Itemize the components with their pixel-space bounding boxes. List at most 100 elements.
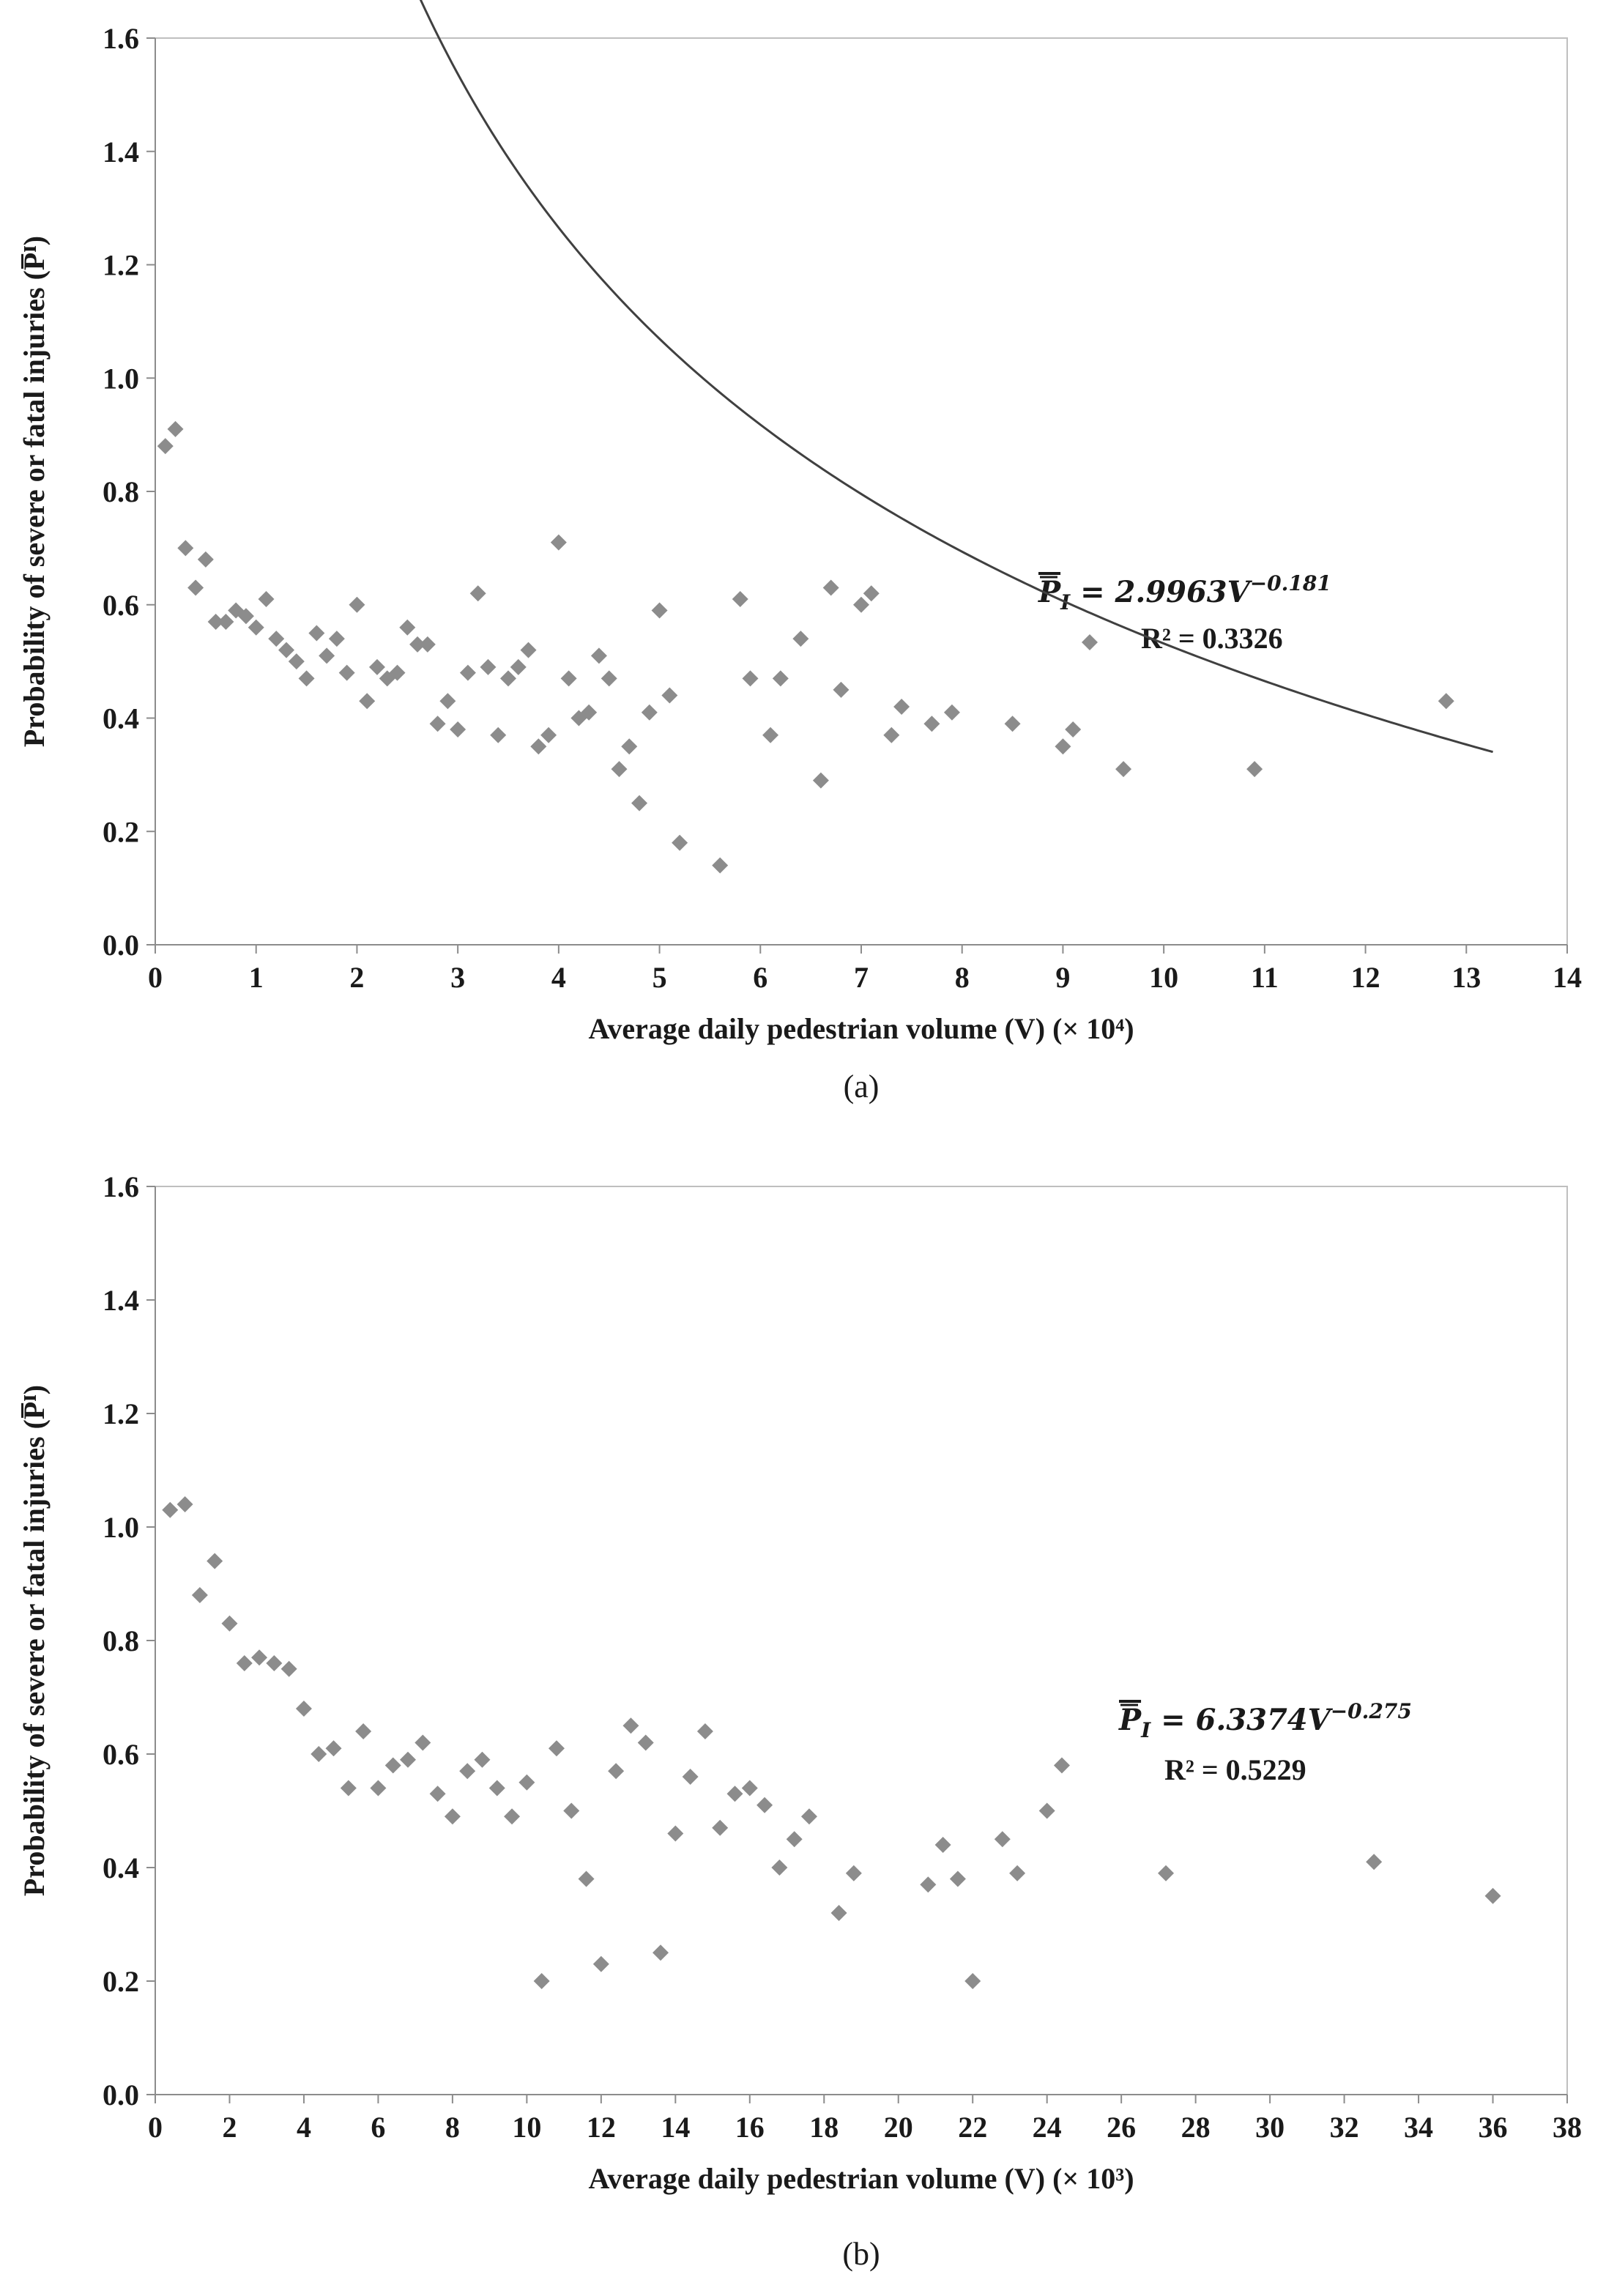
data-point (191, 1587, 208, 1603)
data-point (672, 834, 688, 851)
data-point (1366, 1854, 1383, 1870)
data-point (920, 1876, 937, 1893)
data-point (429, 1786, 446, 1802)
x-tick-label: 3 (450, 961, 465, 994)
data-point (667, 1825, 684, 1842)
y-tick-label: 1.6 (103, 1170, 139, 1203)
data-point (651, 602, 668, 619)
x-tick-label: 36 (1479, 2111, 1508, 2144)
y-tick-label: 0.8 (103, 475, 139, 508)
data-point (221, 1615, 238, 1632)
data-point (248, 619, 264, 636)
trendline (419, 0, 1493, 754)
data-point (771, 1860, 788, 1876)
x-tick-label: 30 (1255, 2111, 1285, 2144)
data-point (631, 795, 648, 811)
data-point (696, 1723, 713, 1739)
data-point (994, 1831, 1011, 1848)
data-point (187, 579, 204, 596)
data-point (157, 438, 174, 455)
x-tick-label: 20 (884, 2111, 913, 2144)
x-tick-label: 6 (753, 961, 767, 994)
panel-caption: (a) (844, 1069, 880, 1104)
legend-marker (1082, 634, 1098, 650)
data-point (288, 653, 305, 670)
data-point (162, 1501, 179, 1518)
data-point (641, 704, 658, 721)
y-tick-label: 1.4 (103, 1284, 139, 1317)
data-point (792, 631, 809, 647)
data-point (550, 534, 567, 551)
data-point (712, 857, 729, 874)
data-point (450, 721, 466, 738)
y-tick-label: 0.2 (103, 815, 139, 848)
x-tick-label: 18 (809, 2111, 839, 2144)
data-point (429, 716, 446, 732)
data-point (845, 1865, 862, 1881)
data-point (563, 1802, 580, 1819)
y-tick-label: 0.8 (103, 1624, 139, 1657)
data-point (510, 658, 527, 675)
x-tick-label: 2 (222, 2111, 237, 2144)
x-tick-label: 14 (661, 2111, 690, 2144)
data-point (732, 591, 748, 608)
data-point (207, 613, 224, 630)
data-point (439, 693, 456, 710)
r-squared-label: R² = 0.3326 (1141, 622, 1283, 655)
x-tick-label: 10 (1149, 961, 1178, 994)
data-point (414, 1734, 431, 1751)
data-point (266, 1655, 283, 1671)
data-point (251, 1649, 268, 1666)
data-point (581, 704, 598, 721)
data-point (469, 585, 486, 602)
data-point (863, 585, 880, 602)
data-point (949, 1870, 966, 1887)
data-point (268, 631, 285, 647)
data-point (278, 642, 295, 658)
x-tick-label: 34 (1404, 2111, 1433, 2144)
data-point (1053, 1757, 1070, 1774)
data-point (742, 670, 759, 687)
panel-caption: (b) (842, 2236, 880, 2272)
data-point (883, 727, 900, 743)
data-point (592, 1955, 609, 1972)
data-point (741, 1780, 758, 1797)
data-point (384, 1757, 401, 1774)
x-tick-label: 1 (249, 961, 264, 994)
data-point (712, 1819, 729, 1836)
y-tick-label: 1.4 (103, 135, 139, 168)
data-point (682, 1769, 699, 1785)
data-point (328, 631, 345, 647)
y-tick-label: 0.0 (103, 2078, 139, 2111)
data-point (560, 670, 577, 687)
x-tick-label: 6 (371, 2111, 385, 2144)
data-point (830, 1905, 847, 1921)
data-point (756, 1797, 773, 1813)
y-tick-label: 1.2 (103, 1397, 139, 1430)
data-point (661, 687, 678, 704)
data-point (822, 579, 839, 596)
data-point (540, 727, 557, 743)
y-tick-label: 1.0 (103, 362, 139, 395)
data-point (590, 647, 607, 664)
data-point (812, 772, 829, 789)
y-tick-label: 1.6 (103, 22, 139, 55)
x-tick-label: 0 (148, 961, 163, 994)
data-point (964, 1973, 981, 1989)
x-tick-label: 12 (1351, 961, 1380, 994)
data-point (1438, 693, 1454, 710)
data-point (1055, 738, 1071, 755)
data-point (1009, 1865, 1026, 1881)
x-tick-label: 11 (1251, 961, 1279, 994)
data-point (197, 551, 214, 568)
data-point (1158, 1865, 1175, 1881)
x-tick-label: 8 (445, 2111, 460, 2144)
data-point (409, 636, 426, 653)
data-point (389, 664, 406, 681)
x-tick-label: 28 (1181, 2111, 1211, 2144)
data-point (167, 420, 184, 437)
y-tick-label: 1.0 (103, 1511, 139, 1544)
x-tick-label: 32 (1330, 2111, 1359, 2144)
y-tick-label: 0.4 (103, 702, 139, 735)
data-point (338, 664, 355, 681)
